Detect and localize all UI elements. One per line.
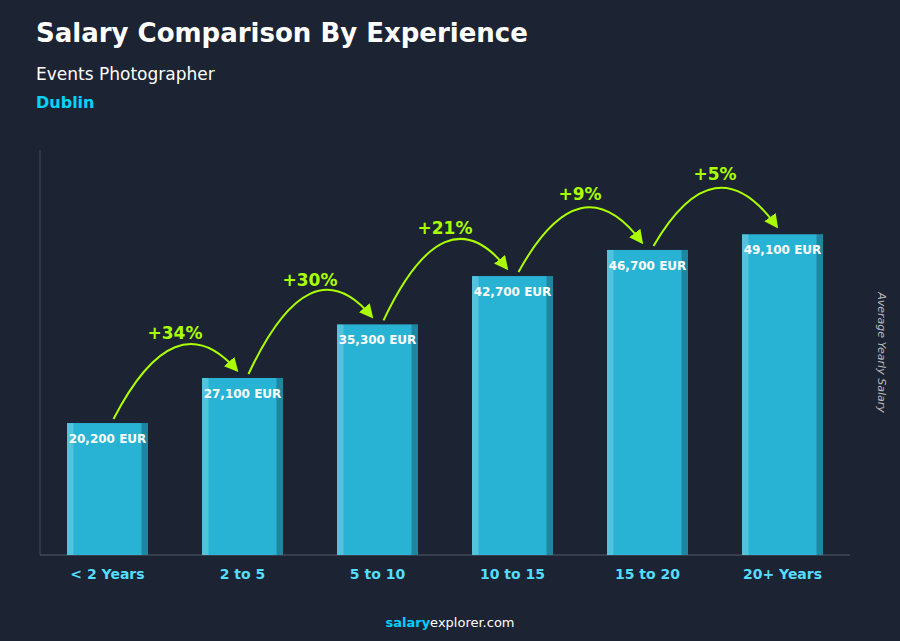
bar xyxy=(607,250,688,555)
bar xyxy=(67,423,148,555)
bar xyxy=(472,276,553,555)
bar-shade xyxy=(277,378,283,555)
x-tick-label: 15 to 20 xyxy=(615,566,680,582)
data-label: 20,200 EUR xyxy=(69,432,147,446)
x-tick-label: 2 to 5 xyxy=(220,566,266,582)
x-tick-label: 20+ Years xyxy=(743,566,822,582)
watermark: salaryexplorer.com xyxy=(385,615,514,630)
bar-shade xyxy=(817,234,823,555)
subtitle: Events Photographer xyxy=(36,64,215,84)
pct-change-label: +9% xyxy=(558,184,601,204)
pct-change-label: +34% xyxy=(148,323,203,343)
change-arrow xyxy=(114,344,237,419)
bar-shade xyxy=(412,324,418,555)
title: Salary Comparison By Experience xyxy=(36,18,528,48)
chart: Salary Comparison By Experience Events Ph… xyxy=(0,0,900,641)
watermark-part: salary xyxy=(385,615,430,630)
x-axis-line xyxy=(40,555,850,556)
pct-change-label: +5% xyxy=(693,164,736,184)
change-arrow xyxy=(654,188,777,246)
bar xyxy=(337,324,418,555)
bar xyxy=(202,378,283,555)
data-label: 49,100 EUR xyxy=(744,243,822,257)
change-arrow xyxy=(249,290,372,374)
bar-shade xyxy=(547,276,553,555)
chart-container: Salary Comparison By Experience Events Ph… xyxy=(0,0,900,641)
change-arrow xyxy=(519,207,642,272)
bar-highlight xyxy=(337,324,343,555)
change-arrow xyxy=(384,239,507,321)
y-axis-line xyxy=(40,150,41,555)
x-tick-label: < 2 Years xyxy=(70,566,144,582)
bar-highlight xyxy=(607,250,613,555)
y-label: Average Yearly Salary xyxy=(875,291,888,413)
bars xyxy=(67,234,823,555)
data-label: 42,700 EUR xyxy=(474,285,552,299)
bar-highlight xyxy=(202,378,208,555)
x-tick-label: 10 to 15 xyxy=(480,566,545,582)
pct-change-label: +30% xyxy=(283,270,338,290)
x-tick-label: 5 to 10 xyxy=(350,566,406,582)
data-label: 27,100 EUR xyxy=(204,387,282,401)
bar xyxy=(742,234,823,555)
bar-highlight xyxy=(472,276,478,555)
city: Dublin xyxy=(36,93,94,112)
bar-shade xyxy=(682,250,688,555)
data-label: 46,700 EUR xyxy=(609,259,687,273)
pct-change-label: +21% xyxy=(418,218,473,238)
background xyxy=(0,0,900,641)
watermark-part: explorer.com xyxy=(430,615,514,630)
data-label: 35,300 EUR xyxy=(339,333,417,347)
bar-highlight xyxy=(742,234,748,555)
